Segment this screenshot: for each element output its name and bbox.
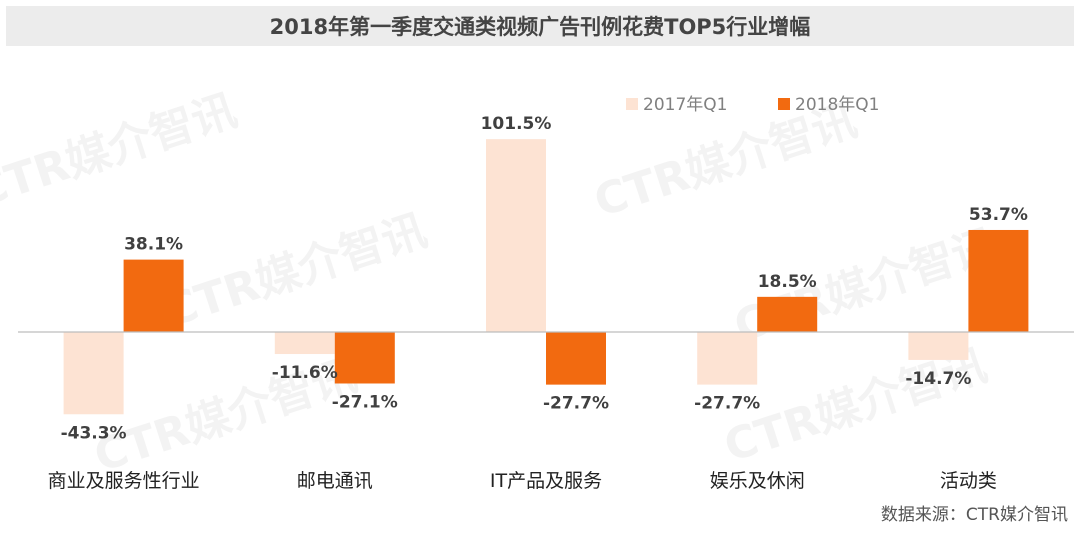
legend-swatch	[778, 98, 790, 110]
bar-2018-1	[334, 332, 395, 384]
legend-swatch	[626, 98, 638, 110]
source-note: 数据来源：CTR媒介智讯	[881, 505, 1068, 525]
value-label: 101.5%	[481, 114, 552, 134]
bar-2017-2	[486, 139, 546, 332]
category-labels: 商业及服务性行业 邮电通讯 IT产品及服务 娱乐及休闲 活动类	[48, 470, 997, 492]
value-label: -27.7%	[543, 394, 609, 414]
category-label: 商业及服务性行业	[48, 470, 200, 492]
value-label: -27.1%	[332, 392, 398, 412]
value-label: -11.6%	[272, 363, 338, 383]
value-label: -43.3%	[61, 423, 127, 443]
category-label: 活动类	[940, 470, 997, 492]
value-label: 53.7%	[969, 205, 1028, 225]
value-label: 38.1%	[124, 235, 183, 255]
title-bar	[6, 6, 1074, 46]
chart-title: 2018年第一季度交通类视频广告刊例花费TOP5行业增幅	[270, 15, 811, 39]
value-labels: -43.3% 38.1% -11.6% -27.1% 101.5% -27.7% -27.7…	[61, 114, 1028, 443]
bar-2018-3	[757, 296, 818, 332]
legend: 2017年Q1 2018年Q1	[626, 95, 879, 115]
bar-2018-2	[546, 332, 606, 385]
value-label: 18.5%	[758, 272, 817, 292]
legend-label: 2018年Q1	[795, 95, 879, 115]
watermark-text: CTR媒介智讯	[0, 85, 243, 218]
value-label: -27.7%	[694, 394, 760, 414]
bar-2018-4	[968, 229, 1029, 332]
legend-label: 2017年Q1	[643, 95, 727, 115]
watermark-text: CTR媒介智讯	[158, 205, 433, 338]
bar-2018-0	[123, 259, 184, 332]
bar-2017-4	[908, 332, 969, 360]
bar-2017-0	[63, 332, 124, 415]
value-label: -14.7%	[905, 369, 971, 389]
category-label: IT产品及服务	[490, 470, 602, 492]
bar-2017-3	[697, 332, 758, 385]
bars	[63, 139, 1029, 415]
bar-2017-1	[274, 332, 335, 355]
category-label: 邮电通讯	[297, 470, 373, 492]
category-label: 娱乐及休闲	[710, 470, 805, 492]
